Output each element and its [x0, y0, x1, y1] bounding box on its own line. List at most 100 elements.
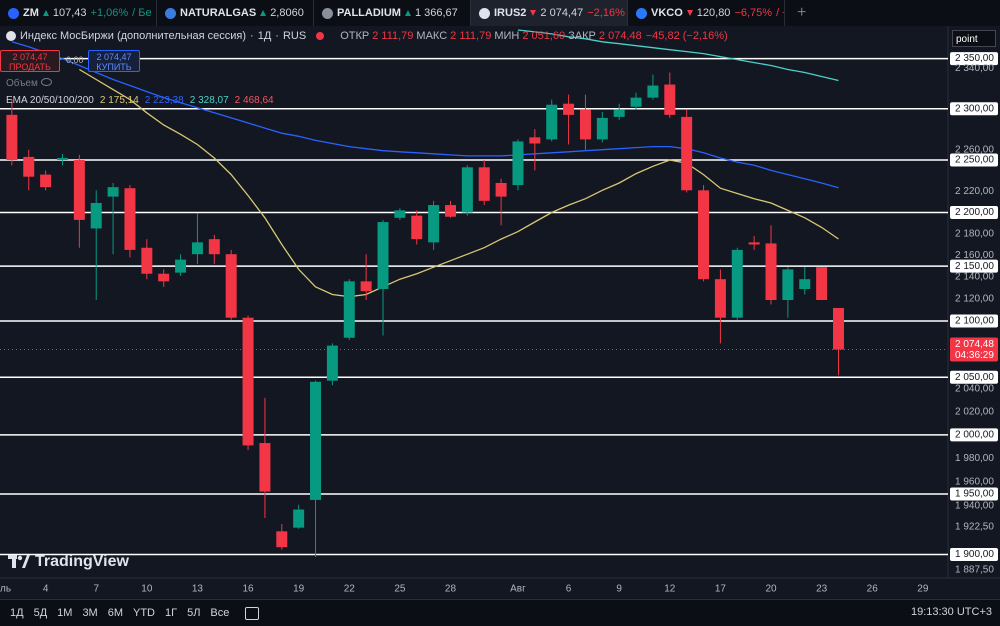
y-tick-label: 2 140,00 — [955, 272, 994, 283]
symbol-title: Индекс МосБиржи (дополнительная сессия) — [20, 30, 247, 42]
level-label-box — [950, 548, 998, 562]
last-price-label: 2 074,48 — [955, 339, 994, 350]
x-tick-label: 4 — [43, 584, 49, 595]
candle-body — [681, 116, 693, 191]
tab-icon — [165, 7, 176, 19]
x-tick-label: 20 — [765, 584, 777, 595]
candle-body — [461, 167, 473, 213]
buy-label: КУПИТЬ — [96, 62, 132, 72]
x-tick-label: 23 — [816, 584, 828, 595]
direction-arrow — [260, 10, 267, 16]
candle-body — [40, 174, 52, 188]
level-label-box — [950, 428, 998, 442]
candle-body — [782, 269, 794, 301]
candle-body — [158, 273, 170, 282]
y-tick-label: 2 180,00 — [955, 228, 994, 239]
candle-body — [293, 509, 305, 528]
range-button[interactable]: 3М — [82, 607, 98, 619]
tab-symbol: VKCO — [651, 7, 683, 19]
candle-body — [731, 249, 743, 318]
ohlc-value: 2 111,79 — [372, 30, 414, 42]
x-tick-label: 13 — [192, 584, 204, 595]
candle-body — [23, 156, 35, 177]
x-tick-label: 7 — [93, 584, 99, 595]
separator: · — [250, 30, 254, 42]
range-button[interactable]: 5Д — [33, 607, 48, 619]
candle-body — [529, 137, 541, 144]
tab-icon — [479, 7, 490, 19]
buy-button[interactable]: 2 074,47 КУПИТЬ — [88, 50, 140, 72]
candle-body — [394, 210, 406, 218]
change-value: −45,82 (−2,16%) — [645, 30, 728, 42]
y-tick-label: 1 887,50 — [955, 565, 994, 576]
tab-icon — [322, 7, 333, 19]
range-button[interactable]: 6М — [107, 607, 123, 619]
range-button[interactable]: 1М — [57, 607, 73, 619]
y-tick-label: 2 020,00 — [955, 406, 994, 417]
tab[interactable]: ZM 107,43 +1,06% / Бе — [0, 0, 157, 26]
tab-bar: ZM 107,43 +1,06% / Бе NATURALGAS 2,8060 PALLAD… — [0, 0, 1000, 26]
tab[interactable]: PALLADIUM 1 366,67 — [314, 0, 471, 26]
candle-body — [664, 84, 676, 115]
add-tab-icon[interactable]: + — [797, 4, 807, 21]
sell-button[interactable]: 2 074,47 ПРОДАТЬ — [0, 50, 60, 72]
candle-body — [495, 182, 507, 197]
range-button[interactable]: 1Д — [10, 607, 24, 619]
y-tick-label: 1 980,00 — [955, 453, 994, 464]
candle-body — [816, 267, 828, 301]
direction-arrow — [530, 10, 537, 16]
range-button[interactable]: YTD — [133, 607, 155, 619]
x-tick-label: 12 — [664, 584, 676, 595]
direction-arrow — [42, 10, 49, 16]
x-tick-label: 17 — [715, 584, 727, 595]
range-button[interactable]: 1Г — [165, 607, 178, 619]
y-tick-label: 2 350,00 — [955, 53, 994, 64]
x-tick-label: 9 — [616, 584, 622, 595]
ema-line — [11, 41, 839, 189]
date-range-icon[interactable] — [245, 606, 260, 620]
y-tick-label: 1 950,00 — [955, 489, 994, 500]
candle-body — [596, 117, 608, 140]
y-tick-label: 2 250,00 — [955, 155, 994, 166]
eye-icon[interactable] — [40, 78, 52, 86]
y-tick-label: 1 900,00 — [955, 549, 994, 560]
candle-body — [647, 85, 659, 98]
level-label-box — [950, 102, 998, 116]
chart-area: 2 350,00 2 340,00 2 300,00 2 260,00 2 250,00… — [0, 26, 1000, 604]
interval: 1Д — [257, 30, 272, 42]
candle-body — [56, 157, 68, 161]
y-tick-label: 2 120,00 — [955, 294, 994, 305]
candle-body — [428, 205, 440, 243]
candle-body — [630, 97, 642, 107]
candle-body — [175, 259, 187, 273]
x-tick-label: 26 — [867, 584, 879, 595]
tab-icon — [636, 7, 647, 19]
separator: · — [275, 30, 279, 42]
candle-body — [242, 317, 254, 446]
candle-body — [748, 242, 760, 245]
tab[interactable]: NATURALGAS 2,8060 — [157, 0, 314, 26]
level-label-box — [950, 153, 998, 167]
y-tick-label: 1 922,50 — [955, 522, 994, 533]
level-label-box — [950, 205, 998, 219]
tab-change: −6,75% — [734, 7, 773, 19]
price-axis: 2 350,002 340,00 2 300,00 2 260,002 250,00… — [950, 52, 998, 576]
candle-body — [546, 104, 558, 140]
search-box[interactable]: point — [952, 30, 996, 47]
candle-body — [698, 190, 710, 280]
range-button[interactable]: 5Л — [187, 607, 201, 619]
ema-value: 2 175,14 — [99, 95, 139, 106]
ohlc-label: МИН — [494, 30, 520, 42]
tab[interactable]: VKCO 120,80−6,75%/ −8, — [628, 0, 785, 26]
candle-body — [141, 247, 153, 274]
range-button[interactable]: Все — [210, 607, 230, 619]
candle-body — [563, 103, 575, 115]
tab-change: +1,06% — [90, 7, 129, 19]
candle-body — [613, 109, 625, 117]
watermark-text: TradingView — [35, 553, 129, 570]
x-tick-label: 16 — [242, 584, 254, 595]
tab[interactable]: IRUS2 2 074,47 −2,16% — [471, 0, 628, 26]
sell-label: ПРОДАТЬ — [9, 62, 51, 72]
tab-symbol: ZM — [23, 7, 39, 19]
